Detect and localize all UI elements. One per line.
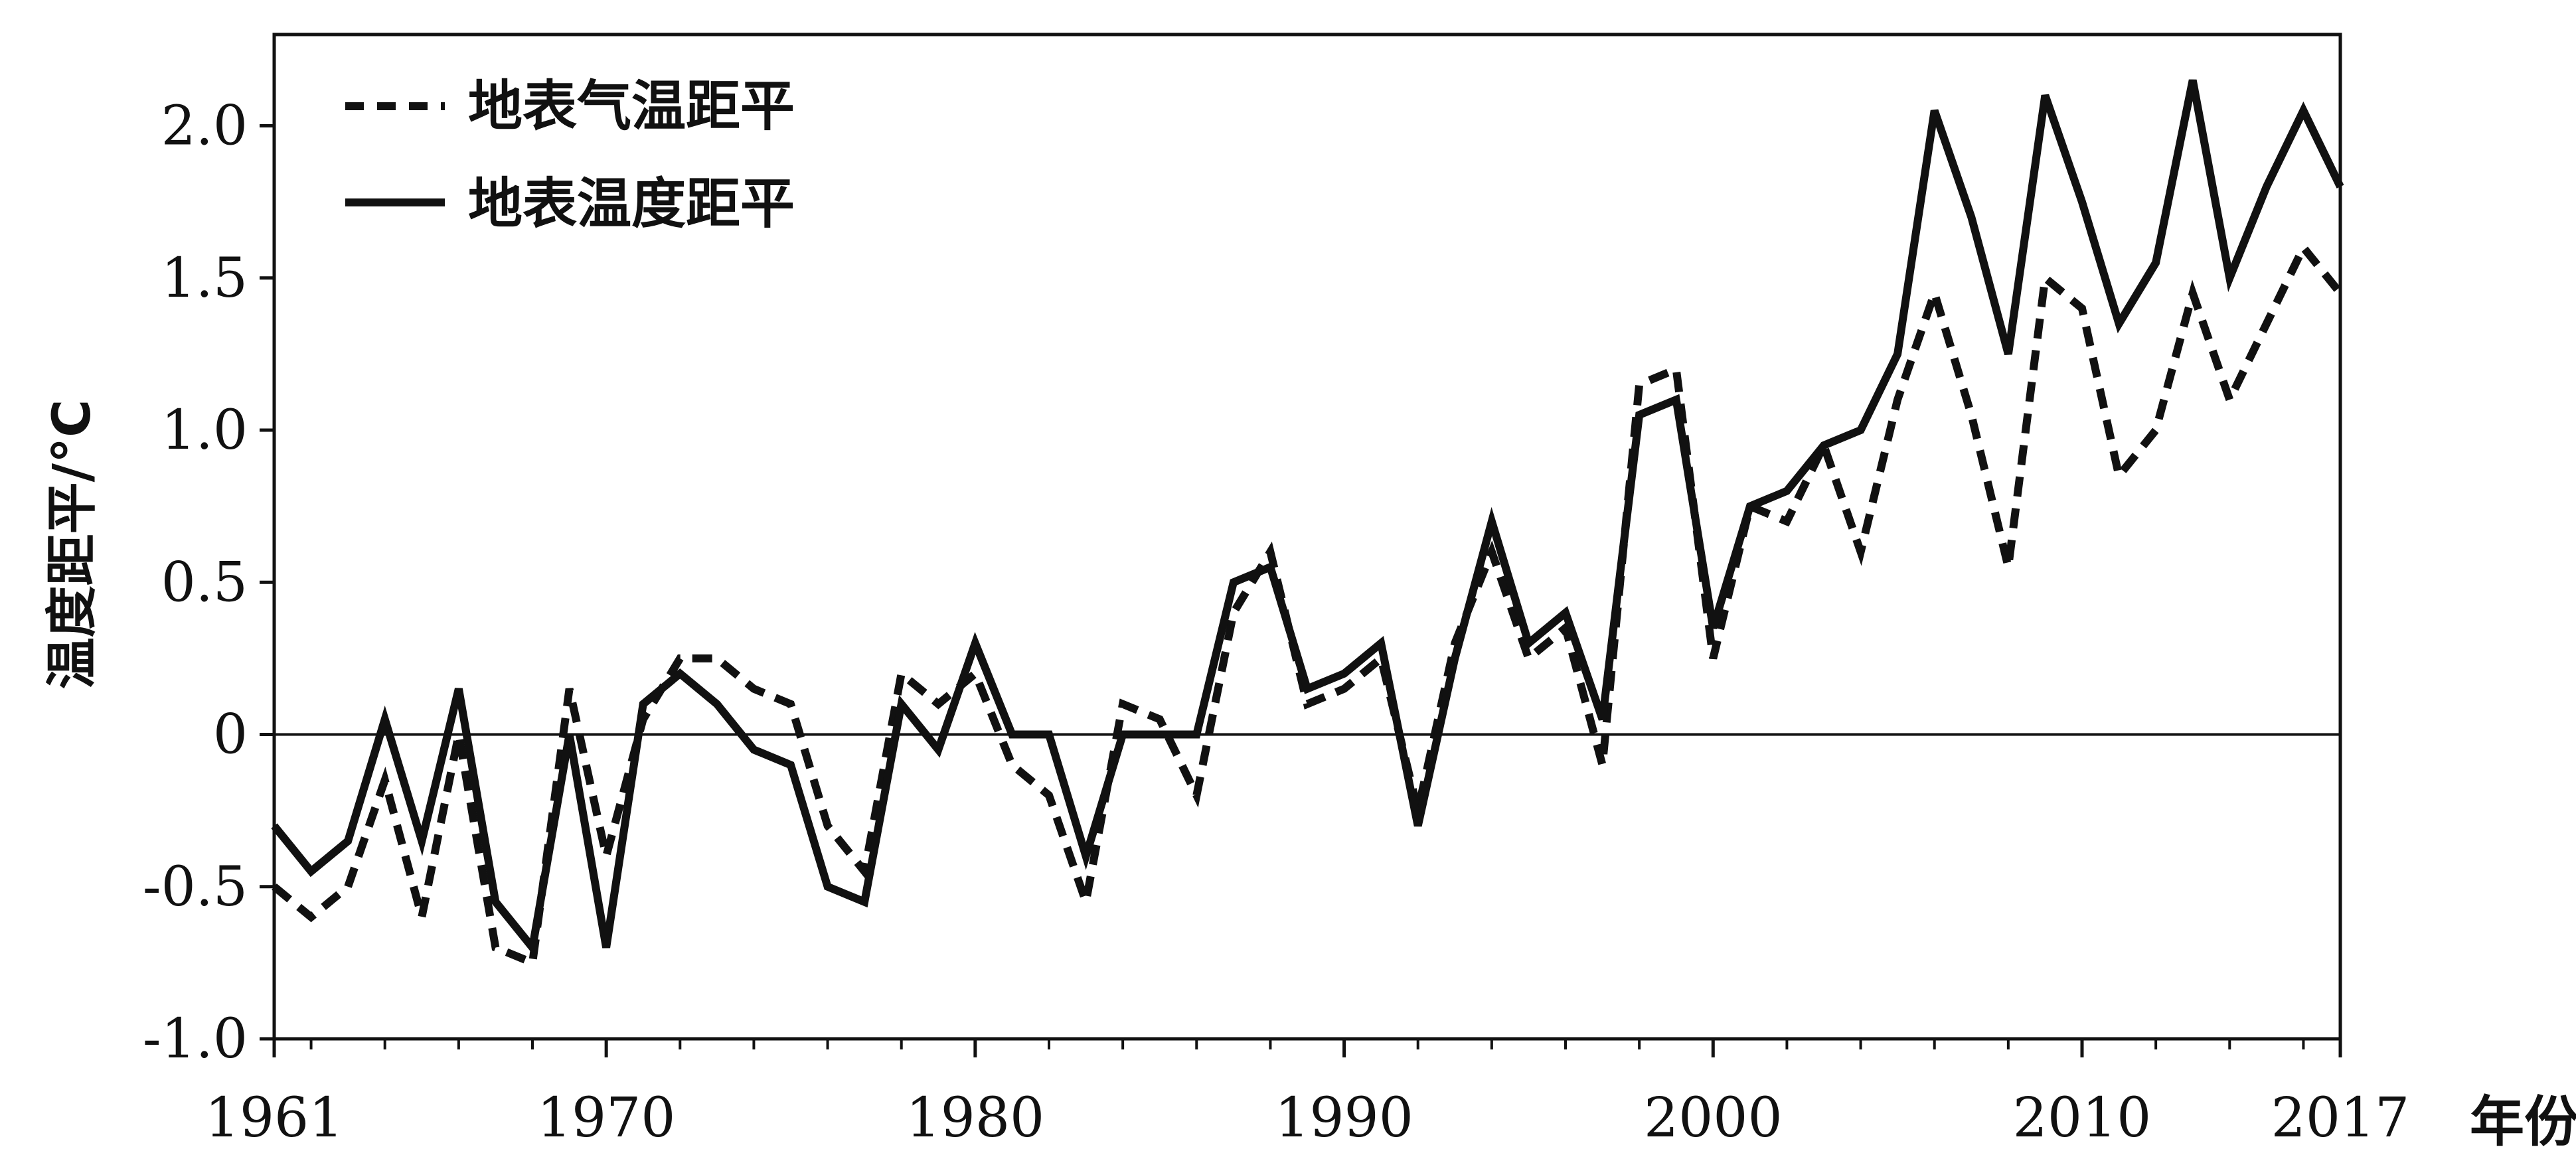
- y-tick-label: 1.5: [161, 247, 248, 310]
- y-axis-title: 温度距平/°C: [42, 400, 102, 690]
- x-tick-label: 2000: [1644, 1087, 1783, 1150]
- series-air-temperature-anomaly: [272, 240, 2344, 968]
- y-tick-label: -0.5: [143, 856, 248, 919]
- y-tick-label: -1.0: [143, 1008, 248, 1071]
- series-lines: [271, 79, 2344, 968]
- series-surface-temperature-anomaly: [271, 79, 2344, 957]
- x-tick-label: 1990: [1275, 1087, 1413, 1150]
- x-axis-title: 年份: [2470, 1091, 2576, 1151]
- legend: 地表气温距平 地表温度距平: [345, 75, 795, 236]
- y-tick-label: 2.0: [161, 95, 248, 158]
- y-axis: -1.0 -0.5 0 0.5 1.0 1.5 2.0: [143, 95, 274, 1071]
- plot-frame: [272, 33, 2342, 1041]
- x-tick-label: 1961: [205, 1087, 344, 1150]
- y-tick-label: 0: [213, 704, 248, 767]
- x-tick-label: 2017: [2271, 1087, 2410, 1150]
- x-tick-label: 2010: [2013, 1087, 2152, 1150]
- y-tick-label: 0.5: [161, 551, 248, 614]
- x-tick-label: 1970: [537, 1087, 676, 1150]
- legend-label-surface-temperature: 地表温度距平: [468, 173, 795, 236]
- x-axis: 1961 1970 1980 1990 2000 2010 2017: [205, 1039, 2410, 1150]
- x-tick-label: 1980: [906, 1087, 1045, 1150]
- y-tick-label: 1.0: [161, 399, 248, 462]
- legend-label-air-temperature: 地表气温距平: [468, 75, 795, 138]
